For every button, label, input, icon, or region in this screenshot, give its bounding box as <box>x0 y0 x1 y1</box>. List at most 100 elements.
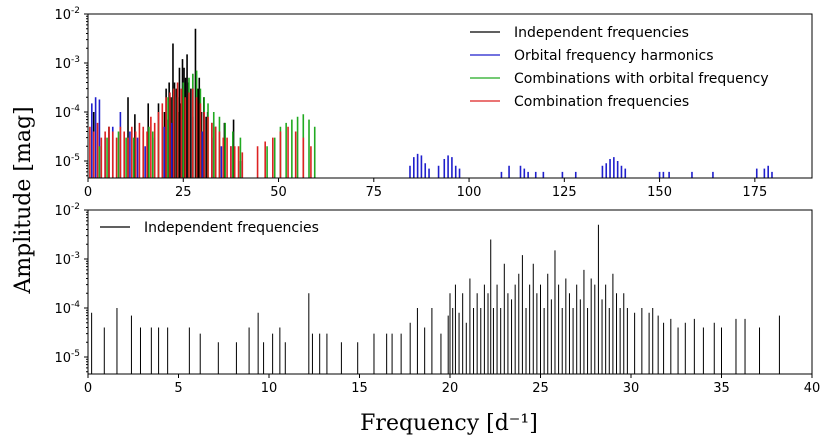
bar-top-s2-10 <box>167 97 169 178</box>
legend-label: Independent frequencies <box>514 25 689 41</box>
bar-top-s3-29 <box>199 103 202 178</box>
bar-top-s2-2 <box>117 131 120 178</box>
bar-bottom-s0-46 <box>490 239 492 374</box>
bar-bottom-s0-55 <box>521 255 523 374</box>
bar-top-s0-18 <box>194 28 197 178</box>
bar-bottom-s0-7 <box>167 327 169 374</box>
bar-top-s1-46 <box>624 168 627 178</box>
bar-top-s1-6 <box>129 131 131 178</box>
bar-bottom-s0-54 <box>518 273 520 374</box>
bar-bottom-s0-10 <box>217 342 219 374</box>
bar-bottom-s0-81 <box>616 293 618 374</box>
bar-top-s3-22 <box>172 88 175 178</box>
bottom-panel: 0 5 10 15 20 25 30 35 40 10-5 10-4 10-3 10-2 Independ… <box>54 202 820 396</box>
bar-bottom-s0-75 <box>594 284 596 374</box>
y-tick-label: 10-3 <box>54 251 80 268</box>
bar-top-s1-19 <box>409 165 411 178</box>
bar-top-s0-19 <box>196 88 199 178</box>
bar-top-s1-8 <box>144 146 146 178</box>
bar-top-s1-23 <box>424 163 427 178</box>
bar-top-s2-25 <box>266 146 268 178</box>
bar-top-s3-2 <box>96 122 99 178</box>
bar-bottom-s0-59 <box>536 293 538 374</box>
legend-label: Combination frequencies <box>514 94 689 110</box>
bar-bottom-s0-79 <box>608 308 610 374</box>
bar-bottom-s0-57 <box>529 284 531 374</box>
bar-top-s3-44 <box>279 131 282 178</box>
bar-bottom-s0-58 <box>532 263 534 374</box>
bar-bottom-s0-33 <box>447 315 449 374</box>
bar-bottom-s0-27 <box>400 333 402 374</box>
bar-top-s1-54 <box>767 165 769 178</box>
bar-top-s3-10 <box>127 137 129 178</box>
bar-top-s0-20 <box>198 77 201 178</box>
bar-bottom-s0-101 <box>778 315 780 374</box>
y-tick-label: 10-5 <box>54 153 80 170</box>
bar-bottom-s0-9 <box>199 333 201 374</box>
bar-top-s1-42 <box>609 158 611 178</box>
y-tick-label: 10-4 <box>54 104 80 121</box>
y-tick-label: 10-3 <box>54 55 80 72</box>
bar-bottom-s0-11 <box>235 342 237 374</box>
bar-bottom-s0-84 <box>626 308 628 374</box>
bar-bottom-s0-52 <box>511 299 513 374</box>
bar-top-s1-0 <box>91 103 93 178</box>
bar-bottom-s0-50 <box>503 263 505 374</box>
bar-bottom-s0-100 <box>759 327 761 374</box>
bar-top-s3-14 <box>142 126 145 178</box>
bar-top-s1-40 <box>601 165 604 178</box>
bar-bottom-s0-88 <box>652 308 654 374</box>
bar-top-s2-7 <box>151 131 154 178</box>
bar-top-s3-40 <box>241 152 244 178</box>
bar-top-s3-9 <box>123 131 125 178</box>
bar-bottom-s0-87 <box>648 312 650 374</box>
y-tick-label: 10-5 <box>54 349 80 366</box>
bar-bottom-s0-21 <box>326 333 328 374</box>
bar-top-s3-47 <box>302 137 305 178</box>
bar-top-s3-3 <box>100 137 103 178</box>
bar-top-s3-42 <box>264 141 266 178</box>
bar-bottom-s0-43 <box>480 308 482 374</box>
x-tick-label: 5 <box>174 381 182 396</box>
bar-top-s3-18 <box>157 112 160 178</box>
bar-top-s3-33 <box>214 126 217 178</box>
bar-bottom-s0-23 <box>357 342 359 374</box>
bar-top-s3-24 <box>180 88 183 178</box>
bar-top-s3-19 <box>161 103 164 178</box>
bar-top-s1-49 <box>668 171 670 178</box>
bar-bottom-s0-26 <box>391 333 393 374</box>
bar-top-s2-13 <box>182 82 185 178</box>
bar-bottom-s0-74 <box>590 278 592 374</box>
bar-top-s1-26 <box>443 158 446 178</box>
bar-top-s1-20 <box>413 157 415 178</box>
y-tick-label: 10-4 <box>54 300 80 317</box>
bar-top-s1-31 <box>500 171 503 178</box>
bar-top-s3-8 <box>119 126 122 178</box>
bar-bottom-s0-39 <box>465 322 467 374</box>
bar-top-s3-34 <box>218 131 221 178</box>
bar-bottom-s0-15 <box>272 333 274 374</box>
bar-bottom-s0-95 <box>702 327 704 374</box>
bar-top-s1-39 <box>574 171 577 178</box>
bar-top-s1-43 <box>613 157 615 178</box>
bar-bottom-s0-85 <box>634 312 636 374</box>
bar-bottom-s0-42 <box>476 293 478 374</box>
bar-top-s2-6 <box>148 126 150 178</box>
bar-bottom-s0-98 <box>735 318 737 374</box>
bar-bottom-s0-49 <box>500 308 502 374</box>
y-tick-label: 10-2 <box>54 6 80 23</box>
bar-top-s3-43 <box>272 137 274 178</box>
plot-frame <box>87 13 813 179</box>
bar-top-s3-36 <box>226 137 228 178</box>
bar-bottom-s0-65 <box>558 284 560 374</box>
bar-top-s2-26 <box>273 137 276 178</box>
bar-bottom-s0-35 <box>452 308 454 374</box>
bar-bottom-s0-53 <box>514 284 516 374</box>
bar-top-s1-34 <box>523 168 526 178</box>
bar-top-s3-5 <box>108 126 110 178</box>
x-axis-label: Frequency [d⁻¹] <box>360 411 538 436</box>
bar-top-s3-1 <box>92 131 95 178</box>
legend-label: Orbital frequency harmonics <box>514 48 714 64</box>
bar-bottom-s0-41 <box>473 308 475 374</box>
bar-bottom-s0-90 <box>663 322 665 374</box>
